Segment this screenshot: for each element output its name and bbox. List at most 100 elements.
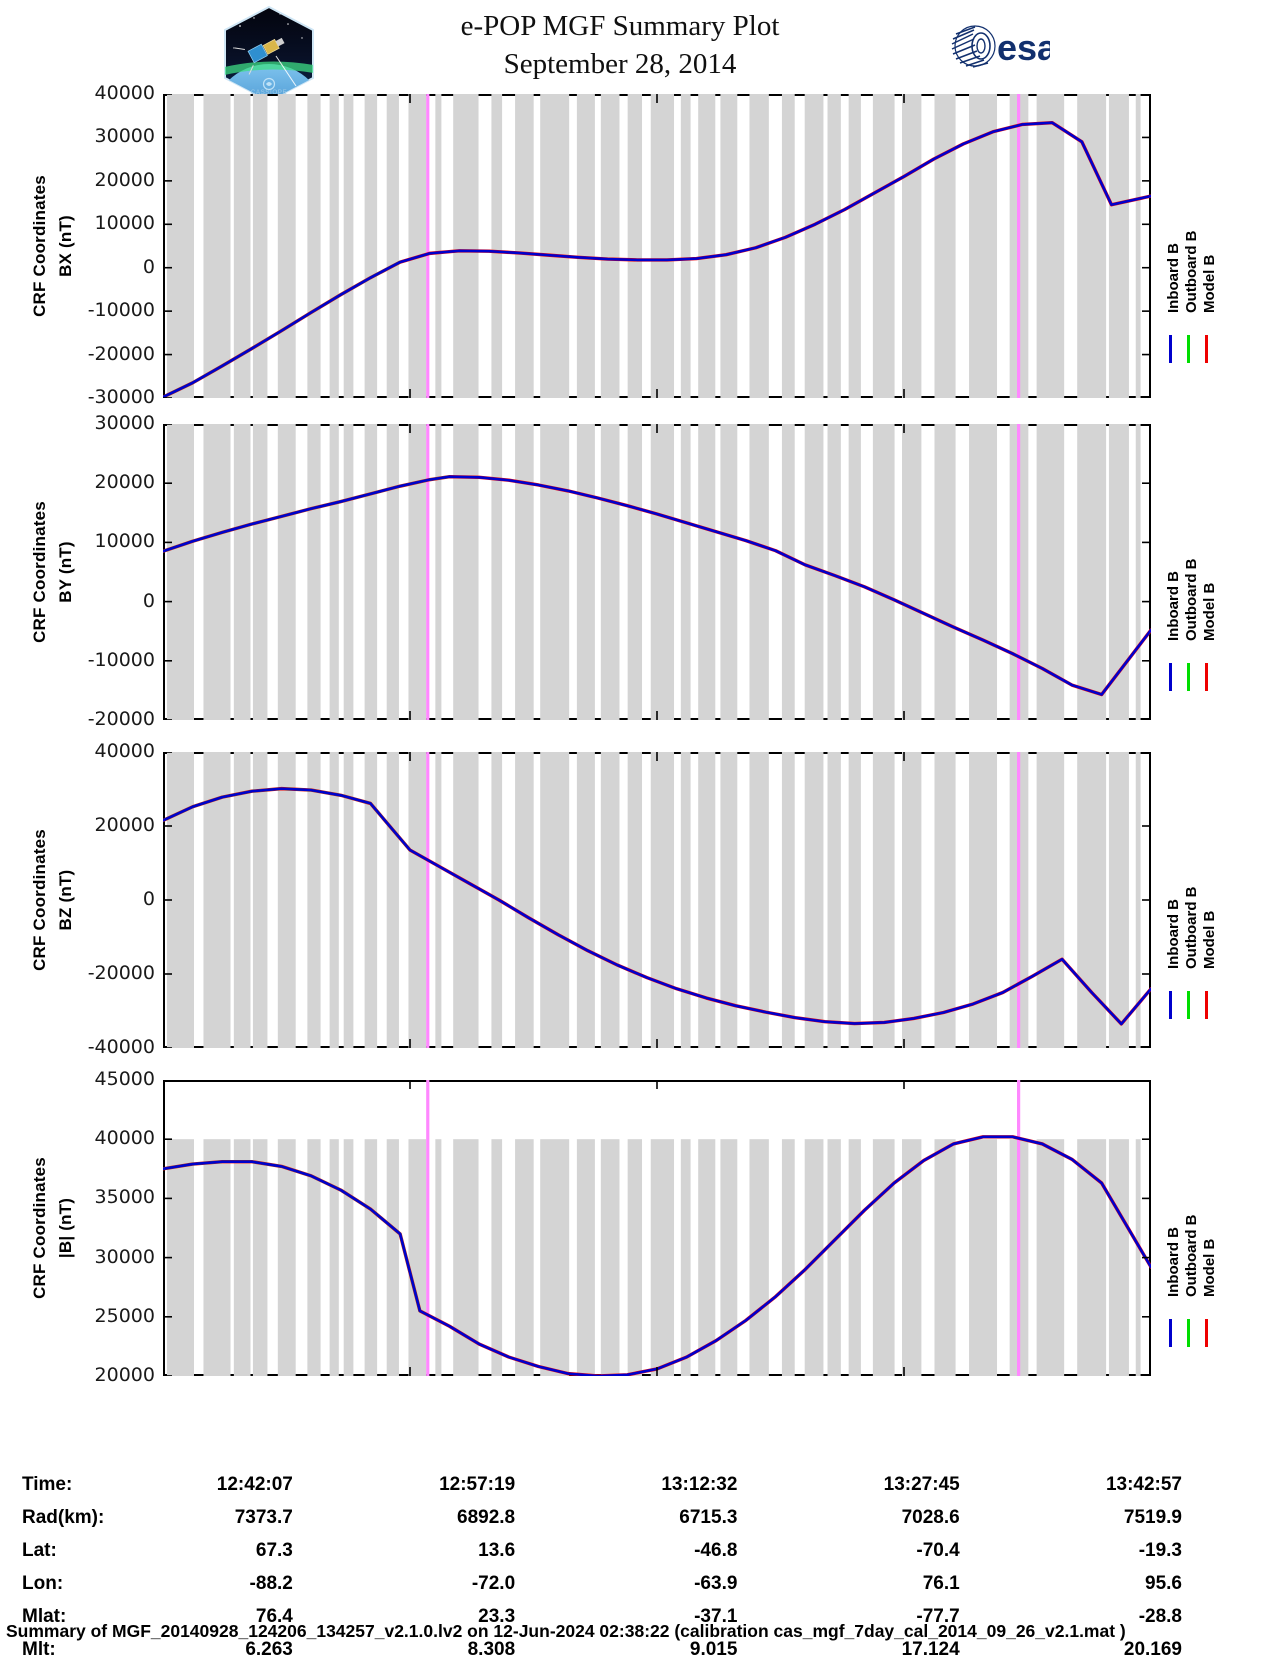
y-axis-label: CRF Coordinates [30,175,49,317]
y-tick-label: 35000 [94,1186,155,1209]
y-axis-label: |B| (nT) [56,1197,75,1259]
y-tick-label: 20000 [94,1364,155,1386]
y-tick-label: 20000 [94,814,155,836]
legend-panel-3: Inboard B Outboard B Model B [1159,752,1271,1048]
event-marker-line-1 [426,1080,430,1376]
legend-panel-1: Inboard B Outboard B Model B [1159,94,1271,398]
legend-label-model-b: Model B [1201,254,1218,313]
table-cell: 76.1 [922,1572,960,1594]
y-tick-label: -30000 [87,386,155,408]
y-tick-label: -20000 [87,962,155,984]
legend-label-inboard-b: Inboard B [1165,243,1182,313]
table-cell: -63.9 [694,1572,738,1594]
event-marker-line-2 [1017,1080,1021,1376]
table-cell: -46.8 [694,1539,738,1561]
legend-swatch-model-b [1205,335,1208,363]
table-cell: -88.2 [249,1572,293,1594]
y-tick-label: -10000 [87,299,155,322]
legend-swatch-inboard-b [1169,1319,1172,1347]
y-tick-label: 25000 [94,1304,155,1327]
y-tick-label: 30000 [94,1245,155,1268]
table-cell: 6892.8 [457,1506,516,1528]
table-cell: 12:57:19 [439,1473,516,1495]
table-cell: -28.8 [1138,1605,1182,1627]
y-tick-label: 40000 [94,1127,155,1150]
legend-label-model-b: Model B [1201,910,1218,969]
series-inboard-b [163,787,1151,1026]
table-row: Rad(km): 7373.7 6892.8 6715.3 7028.6 7519.9 [22,1501,1182,1534]
event-marker-line-1 [426,752,430,1048]
event-marker-line-1 [426,94,430,398]
y-tick-label: 45000 [94,1068,155,1090]
y-tick-label: -20000 [87,342,155,365]
table-cell: 13:27:45 [883,1473,960,1495]
y-tick-label: 20000 [94,471,155,494]
legend-swatch-model-b [1205,1319,1208,1347]
y-axis-label: BX (nT) [56,215,75,277]
y-tick-label: 0 [142,888,155,910]
table-cell: -19.3 [1138,1539,1182,1561]
legend-swatch-inboard-b [1169,991,1172,1019]
plot-panel-4 [163,1080,1151,1376]
legend-label-outboard-b: Outboard B [1183,558,1200,642]
y-axis-label: CRF Coordinates [30,501,49,643]
table-row-label: Lon: [22,1572,64,1594]
table-cell: 13:42:57 [1105,1473,1182,1495]
table-cell: 13.6 [478,1539,516,1561]
page-title: e-POP MGF Summary Plot September 28, 201… [330,8,910,83]
table-cell: 67.3 [255,1539,293,1561]
esa-logo-wordmark: esa [997,27,1050,68]
table-cell: 12:42:07 [216,1473,293,1495]
table-cell: 95.6 [1145,1572,1182,1594]
legend-label-inboard-b: Inboard B [1165,1227,1182,1297]
table-row-label: Lat: [22,1539,57,1561]
title-line-2: September 28, 2014 [503,47,737,80]
mission-logo-label: CASSIOPE [251,89,287,96]
table-row: Lat: 67.3 13.6 -46.8 -70.4 -19.3 [22,1534,1182,1567]
table-cell: 7373.7 [234,1506,293,1528]
legend-label-model-b: Model B [1201,1238,1218,1297]
table-row-label: Mlat: [22,1605,67,1627]
y-axis-tick-labels-2: 30000 20000 10000 0 -10000 -20000 [55,412,155,730]
y-tick-label: -40000 [87,1036,155,1058]
y-tick-label: 40000 [94,82,155,104]
page-header: CASSIOPE e-POP MGF Summary Plot Septembe… [0,0,1275,103]
y-axis-label: CRF Coordinates [30,1157,49,1299]
legend-swatch-inboard-b [1169,663,1172,691]
table-cell: -37.1 [694,1605,738,1627]
y-axis-tick-labels-1: 40000 30000 20000 10000 0 -10000 -20000 -30000 [55,82,155,408]
plot-panel-1 [163,94,1151,398]
y-tick-label: 10000 [94,212,155,235]
table-cell: 13:12:32 [661,1473,738,1495]
legend-swatch-outboard-b [1187,335,1190,363]
legend-swatch-outboard-b [1187,663,1190,691]
title-line-1: e-POP MGF Summary Plot [460,10,780,42]
series-inboard-b [163,121,1151,398]
legend-label-outboard-b: Outboard B [1183,230,1200,314]
y-axis-label: BZ (nT) [56,869,75,931]
data-availability-bands [166,424,1141,720]
legend-swatch-outboard-b [1187,991,1190,1019]
table-cell: -77.7 [916,1605,960,1627]
y-tick-label: 30000 [94,412,155,434]
y-tick-label: -10000 [87,648,155,671]
legend-label-inboard-b: Inboard B [1165,899,1182,969]
esa-logo-icon: esa [925,20,1058,72]
y-tick-label: 20000 [94,168,155,191]
event-marker-line-2 [1017,424,1021,720]
plot-panel-2 [163,424,1151,720]
legend-label-outboard-b: Outboard B [1183,1214,1200,1298]
legend-panel-2: Inboard B Outboard B Model B [1159,424,1271,720]
y-tick-label: 30000 [94,125,155,148]
event-marker-line-2 [1017,752,1021,1048]
table-row-label: Rad(km): [22,1506,105,1528]
event-marker-line-1 [426,424,430,720]
legend-label-outboard-b: Outboard B [1183,886,1200,970]
table-cell: 76.4 [255,1605,293,1627]
legend-panel-4: Inboard B Outboard B Model B [1159,1080,1271,1376]
table-cell: -72.0 [471,1572,516,1594]
y-tick-label: -20000 [87,708,155,730]
data-availability-bands [166,94,1141,398]
y-axis-label: BY (nT) [56,541,75,603]
y-tick-label: 0 [142,589,155,612]
